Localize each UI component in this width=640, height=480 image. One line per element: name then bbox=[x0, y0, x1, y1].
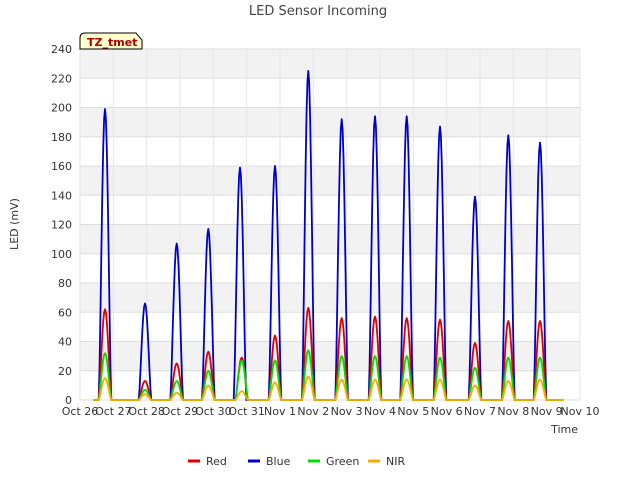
legend-item-blue: Blue bbox=[248, 455, 291, 468]
x-tick-label: Nov 4 bbox=[364, 405, 396, 418]
plot-band bbox=[80, 341, 580, 371]
y-tick-label: 140 bbox=[51, 189, 72, 202]
x-axis-title: Time bbox=[550, 423, 578, 436]
x-tick-label: Oct 27 bbox=[95, 405, 132, 418]
legend-label: Green bbox=[326, 455, 359, 468]
x-tick-label: Nov 7 bbox=[464, 405, 496, 418]
x-tick-label: Nov 2 bbox=[297, 405, 329, 418]
plot-band bbox=[80, 166, 580, 196]
y-tick-label: 160 bbox=[51, 160, 72, 173]
x-tick-label: Oct 26 bbox=[62, 405, 99, 418]
plot-band bbox=[80, 283, 580, 313]
plot-band bbox=[80, 224, 580, 254]
legend-item-green: Green bbox=[308, 455, 359, 468]
x-tick-label: Nov 3 bbox=[331, 405, 363, 418]
y-tick-label: 220 bbox=[51, 72, 72, 85]
x-tick-label: Nov 1 bbox=[264, 405, 296, 418]
series-line-nir bbox=[93, 375, 564, 401]
legend-item-nir: NIR bbox=[368, 455, 405, 468]
legend-label: Red bbox=[206, 455, 227, 468]
legend-label: Blue bbox=[266, 455, 291, 468]
series-nir bbox=[93, 375, 564, 401]
x-tick-label: Nov 5 bbox=[397, 405, 429, 418]
y-tick-label: 0 bbox=[65, 394, 72, 407]
legend-item-red: Red bbox=[188, 455, 227, 468]
chart-title: LED Sensor Incoming bbox=[249, 4, 387, 19]
x-tick-label: Oct 28 bbox=[128, 405, 165, 418]
y-tick-label: 180 bbox=[51, 131, 72, 144]
badge-label: TZ_tmet bbox=[87, 36, 137, 49]
y-tick-label: 120 bbox=[51, 219, 72, 232]
y-axis: 0 20 40 60 80 100 120 140 160 180 200 220 240 bbox=[51, 43, 72, 407]
x-tick-label: Oct 31 bbox=[228, 405, 265, 418]
x-tick-label: Oct 29 bbox=[162, 405, 199, 418]
x-tick-label: Nov 6 bbox=[431, 405, 463, 418]
legend: Red Blue Green NIR bbox=[188, 455, 405, 468]
y-tick-label: 100 bbox=[51, 248, 72, 261]
legend-label: NIR bbox=[386, 455, 405, 468]
y-tick-label: 40 bbox=[58, 336, 72, 349]
x-tick-label: Nov 9 bbox=[531, 405, 563, 418]
y-tick-label: 240 bbox=[51, 43, 72, 56]
y-tick-label: 200 bbox=[51, 102, 72, 115]
y-axis-title: LED (mV) bbox=[8, 198, 21, 250]
x-tick-label: Nov 8 bbox=[497, 405, 529, 418]
plot-band bbox=[80, 49, 580, 79]
badge: TZ_tmet bbox=[79, 32, 143, 50]
plot-band bbox=[80, 107, 580, 137]
x-tick-label: Nov 10 bbox=[561, 405, 600, 418]
x-tick-label: Oct 30 bbox=[195, 405, 232, 418]
y-tick-label: 20 bbox=[58, 365, 72, 378]
series-layer bbox=[93, 70, 564, 401]
y-tick-label: 60 bbox=[58, 306, 72, 319]
y-tick-label: 80 bbox=[58, 277, 72, 290]
